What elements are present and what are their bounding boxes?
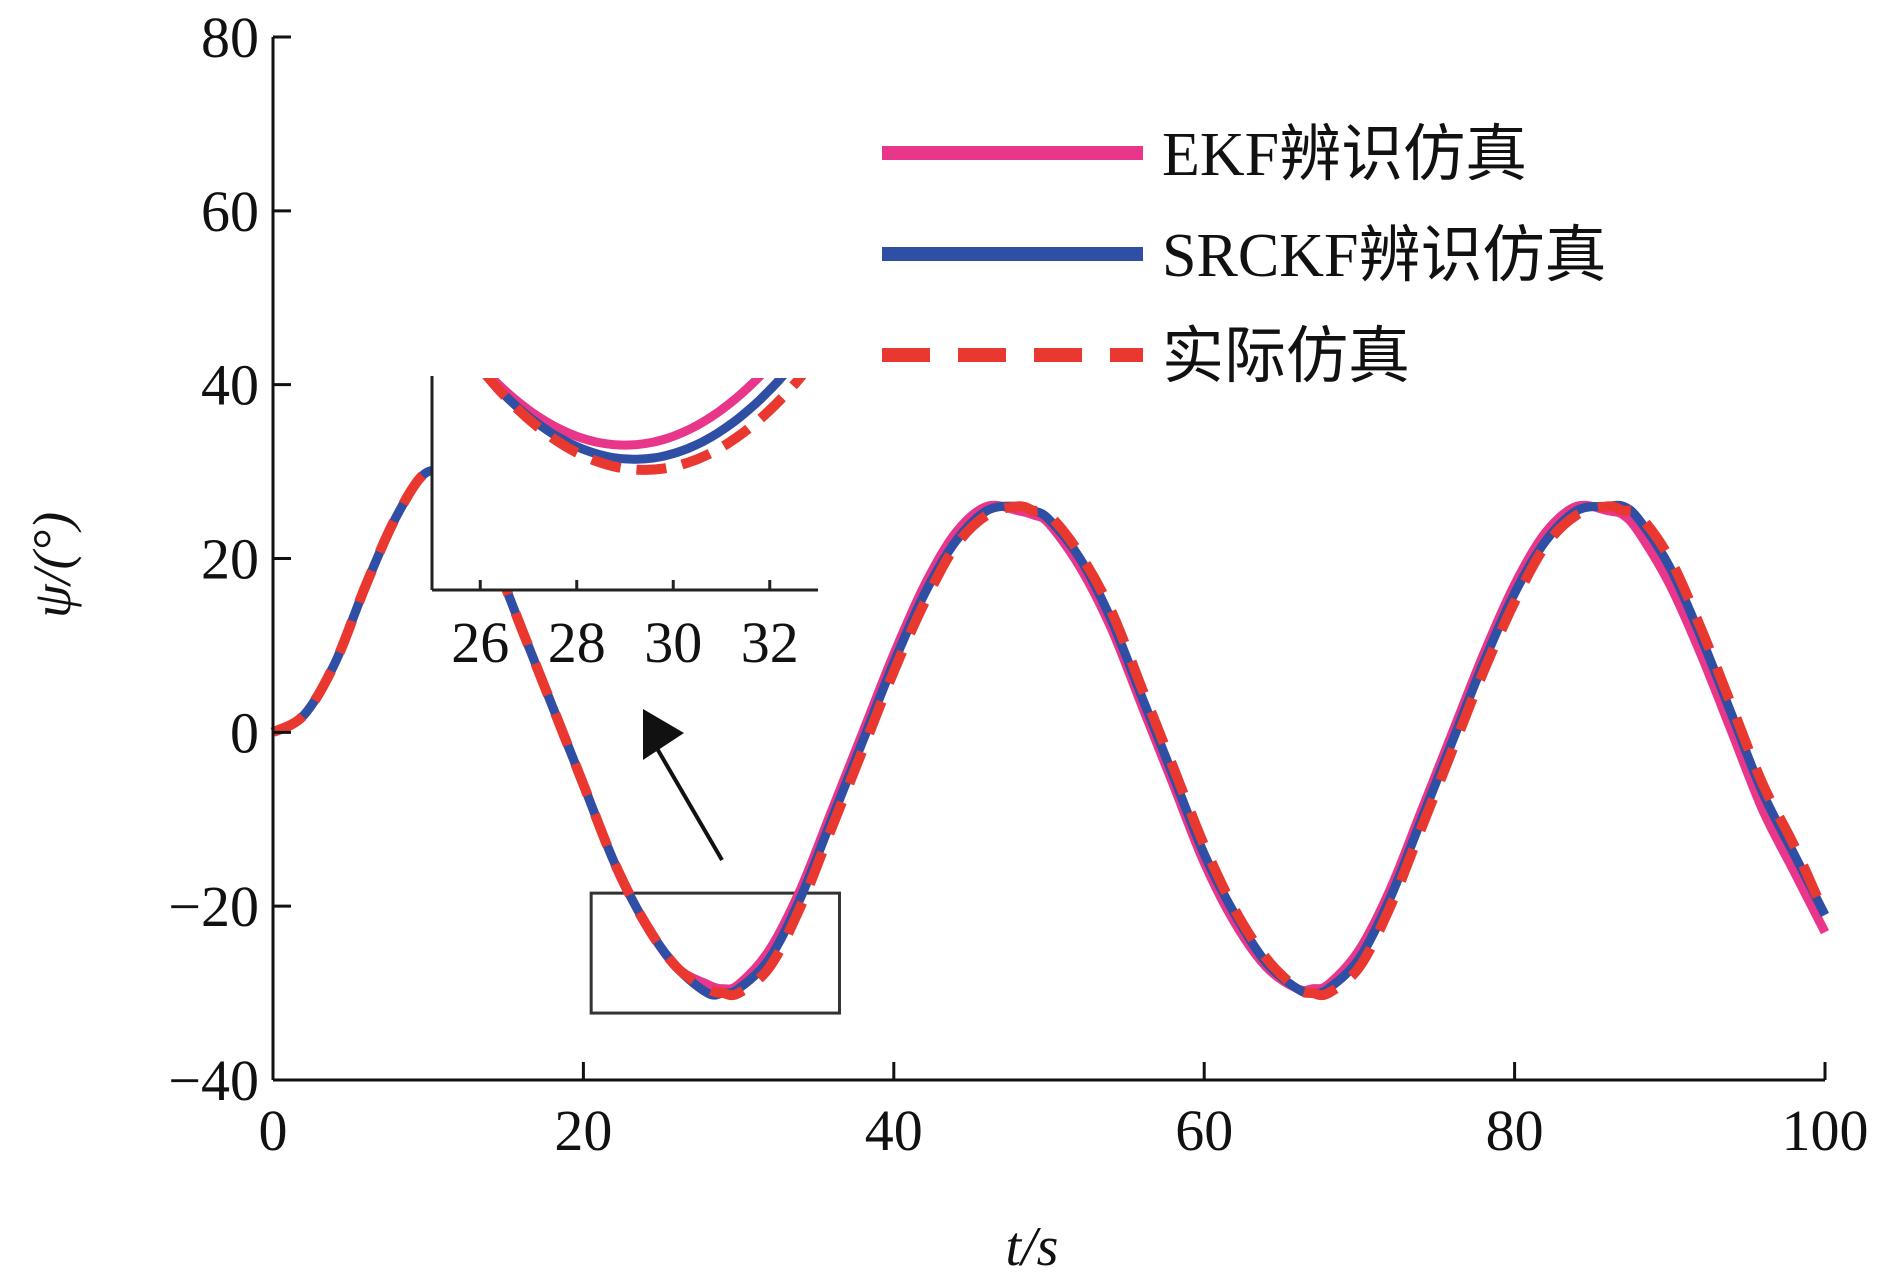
series-actual-line (270, 465, 1830, 1001)
y-tick-label: 80 (201, 5, 259, 70)
x-tick-label: 80 (1486, 1098, 1544, 1163)
y-axis-label: ψ/(°) (22, 512, 82, 618)
zoom-region-box (589, 891, 841, 1015)
x-tick-label: 60 (1175, 1098, 1233, 1163)
legend-ekf: EKF辨识仿真 (882, 121, 1527, 189)
axes (271, 35, 1827, 1082)
x-tick-label: 40 (865, 1098, 923, 1163)
legend-label: SRCKF辨识仿真 (1162, 222, 1606, 290)
legend-label: EKF辨识仿真 (1162, 121, 1527, 189)
arrow-shaft (653, 743, 724, 862)
x-axis-label: t/s (1006, 1216, 1059, 1278)
y-tick-label: −40 (168, 1048, 259, 1113)
legend-srckf: SRCKF辨识仿真 (882, 222, 1606, 290)
x-tick-label: 100 (1782, 1098, 1869, 1163)
series-layer (270, 465, 1830, 1001)
y-tick-label: 40 (201, 353, 259, 418)
y-tick-label: −20 (168, 874, 259, 939)
inset-curves (482, 378, 807, 475)
y-tick-label: 20 (201, 527, 259, 592)
x-tick-label: 20 (554, 1098, 612, 1163)
inset-x-tick-label: 32 (741, 610, 799, 675)
inset-x-tick-label: 28 (548, 610, 606, 675)
legend-label: 实际仿真 (1162, 323, 1410, 391)
inset-plot: 26 28 30 32 (430, 358, 818, 675)
inset-x-tick-label: 26 (451, 610, 509, 675)
inset-actual-line (482, 378, 807, 475)
zoom-arrow (643, 709, 724, 862)
zoom-box (589, 891, 841, 1015)
tick-labels: −40 −20 0 20 40 60 80 0 20 40 60 80 100 (168, 5, 1868, 1163)
y-tick-label: 0 (230, 700, 259, 765)
arrow-head (643, 709, 684, 760)
inset-x-tick-label: 30 (644, 610, 702, 675)
inset-background (432, 358, 818, 590)
x-tick-label: 0 (259, 1098, 288, 1163)
legend-actual: 实际仿真 (882, 323, 1410, 391)
y-tick-label: 60 (201, 179, 259, 244)
